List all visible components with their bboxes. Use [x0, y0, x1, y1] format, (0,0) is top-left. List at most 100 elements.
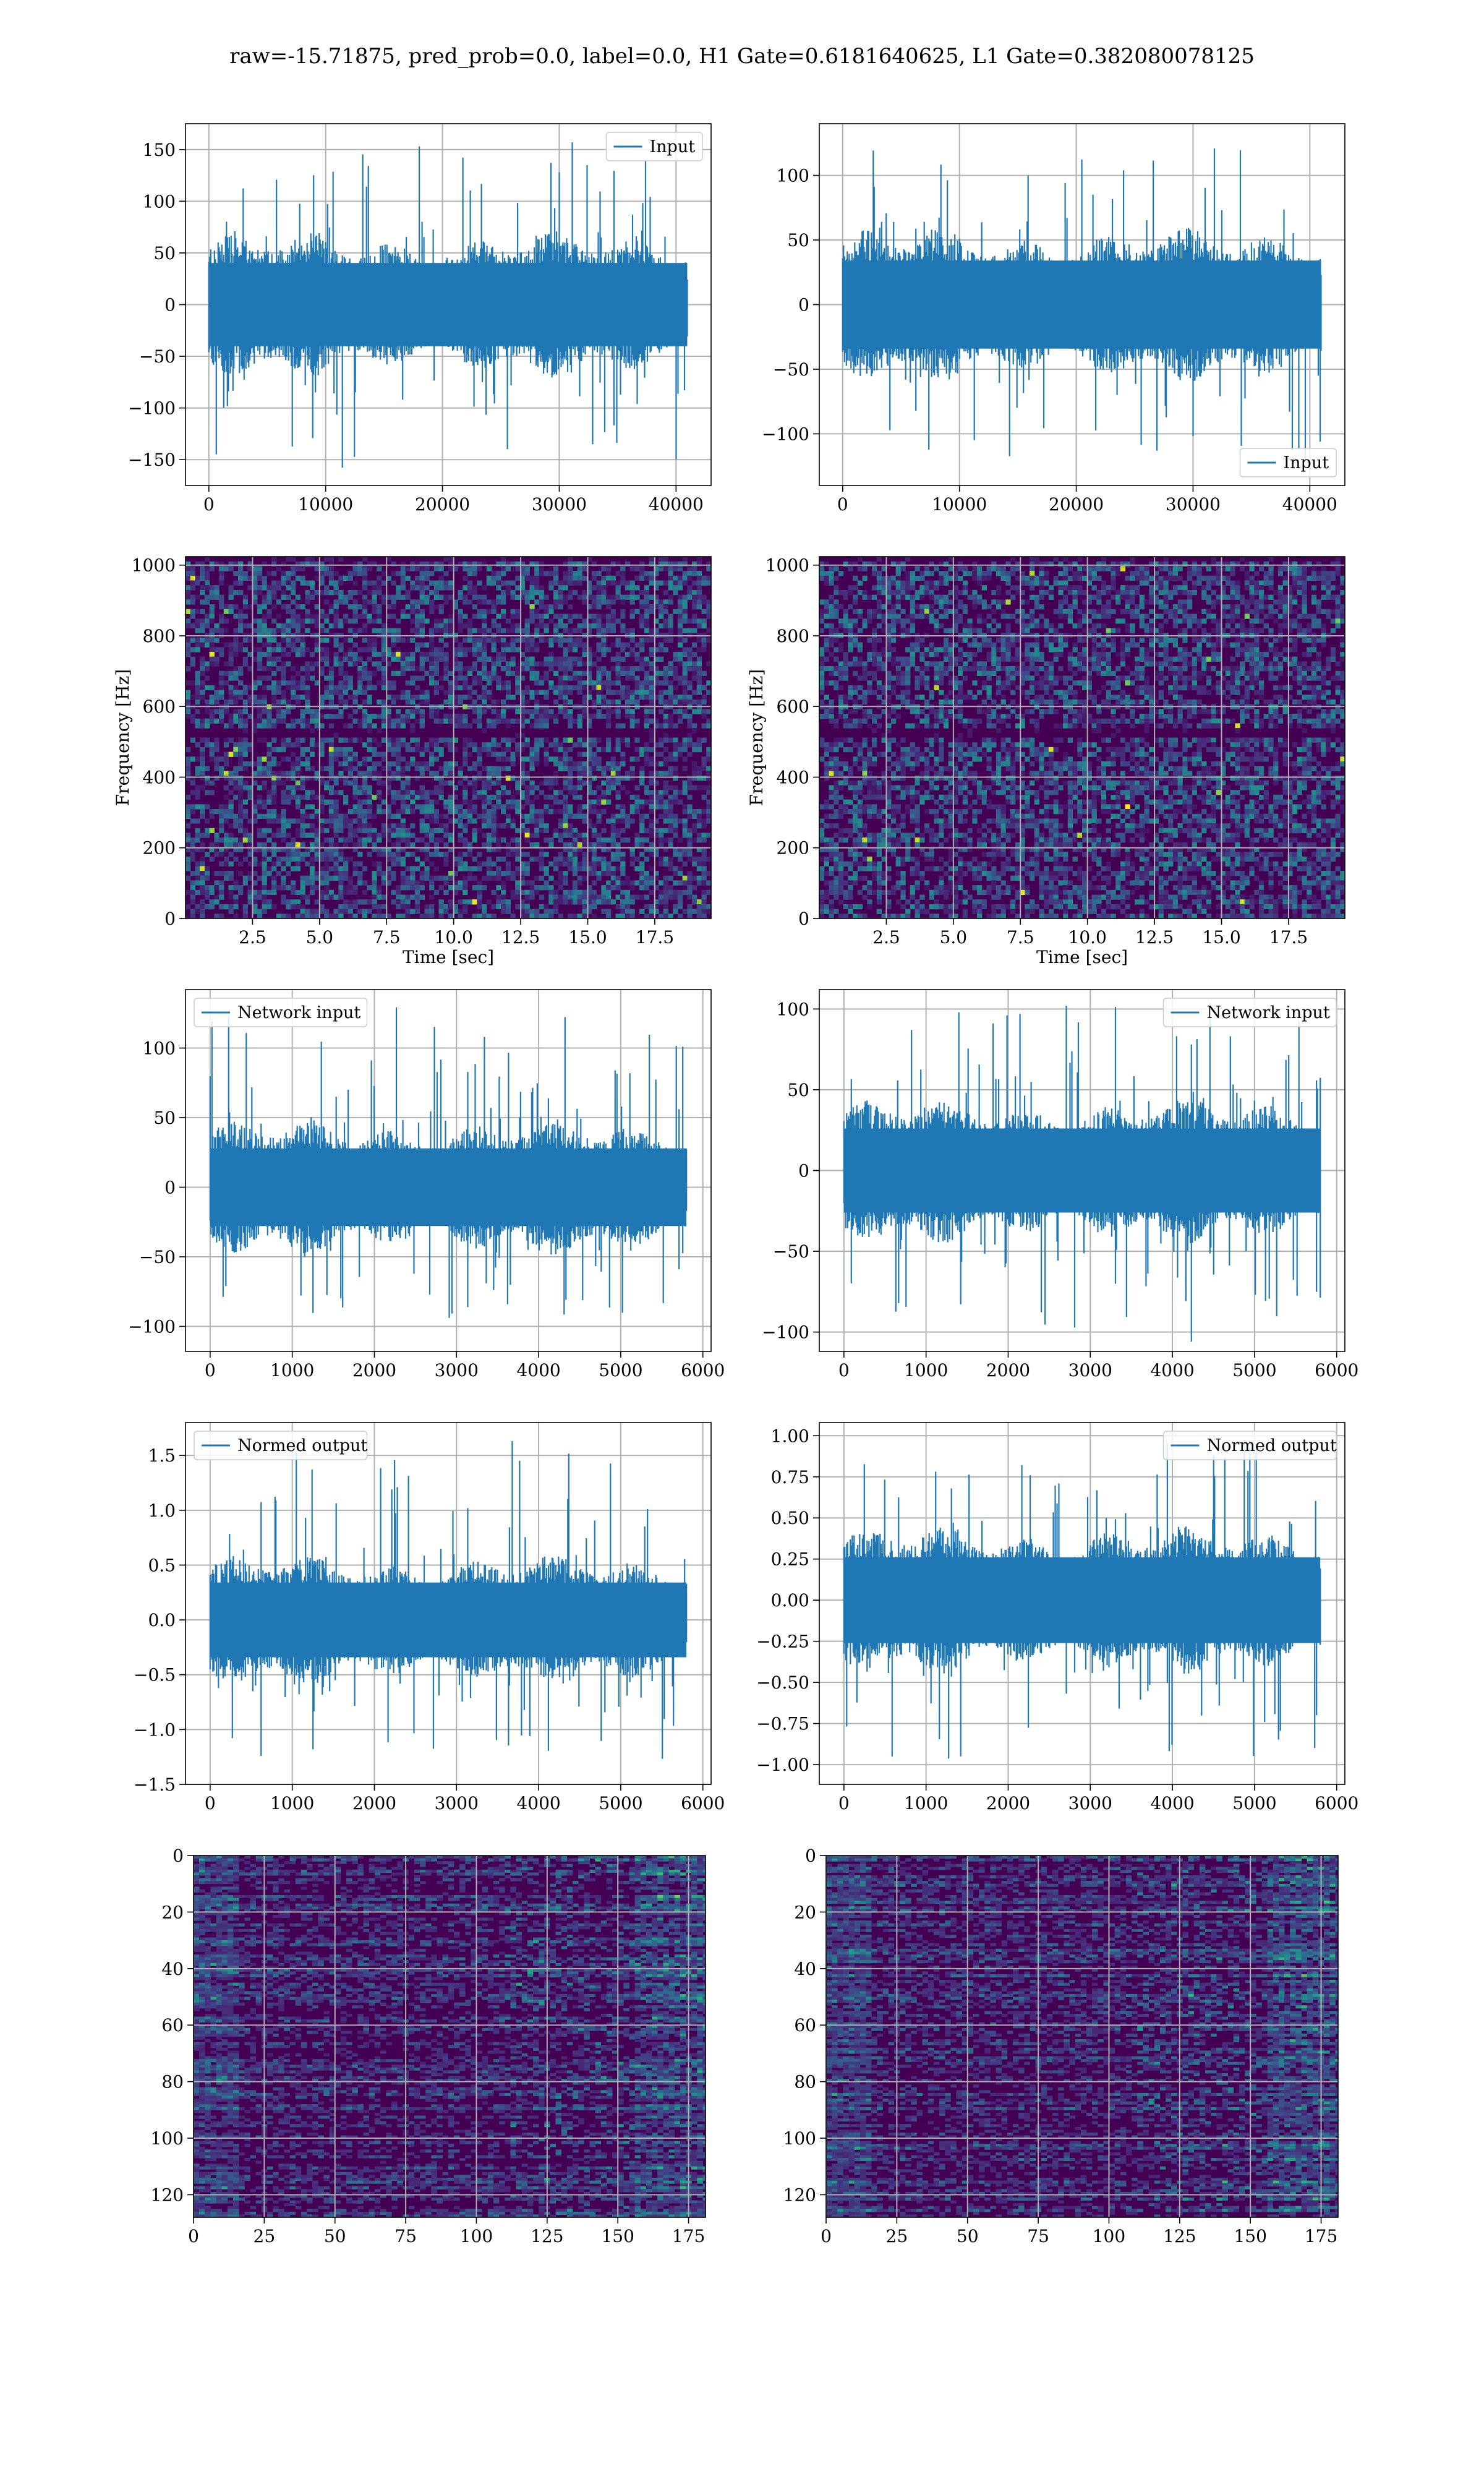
l1-feature-map-xtick-label: 25: [886, 2226, 908, 2246]
h1-network-input-xtick-label: 5000: [599, 1360, 642, 1380]
h1-network-input-ytick-label: 100: [143, 1038, 176, 1059]
h1-normed-output-xtick-label: 1000: [270, 1793, 314, 1813]
l1-spectrogram-xlabel: Time [sec]: [1036, 947, 1128, 967]
l1-input-legend-label: Input: [1284, 453, 1329, 473]
l1-network-input-xtick-label: 3000: [1068, 1360, 1112, 1380]
h1-spectrogram-ytick-label: 600: [143, 696, 176, 717]
l1-normed-output-xtick-label: 6000: [1315, 1793, 1358, 1813]
h1-input-ytick-label: −50: [139, 346, 176, 367]
l1-spectrogram-spine: [819, 556, 1345, 919]
l1-spectrogram-image: [819, 557, 1345, 918]
l1-input-xtick-label: 10000: [932, 494, 987, 515]
h1-network-input-ytick-label: −100: [128, 1317, 176, 1337]
h1-normed-output-xtick-label: 0: [205, 1793, 216, 1813]
l1-feature-map-xtick-label: 50: [957, 2226, 979, 2246]
l1-feature-map-spine: [825, 1855, 1339, 2218]
l1-network-input-xtick-label: 2000: [986, 1360, 1030, 1380]
l1-feature-map-ytick-label: 40: [794, 1959, 816, 1979]
h1-normed-output-ytick-label: 1.5: [148, 1445, 176, 1466]
h1-input-series-core: [208, 263, 688, 346]
l1-network-input-ytick-label: −100: [762, 1322, 809, 1343]
l1-network-input-ytick-label: 50: [787, 1080, 809, 1100]
l1-normed-output-legend: Normed output: [1162, 1431, 1337, 1460]
h1-normed-output-xtick-label: 3000: [435, 1793, 479, 1813]
l1-feature-map-xtick-label: 0: [821, 2226, 832, 2246]
h1-input-xtick-label: 0: [203, 494, 215, 515]
l1-normed-output-xtick-label: 4000: [1150, 1793, 1194, 1813]
h1-feature-map-spine: [193, 1855, 706, 2218]
h1-normed-output-ytick-label: 0.5: [148, 1555, 176, 1575]
h1-input-ytick-label: 150: [143, 140, 176, 160]
l1-feature-map-panel: 0 25 50 75 100 125 150 175 0 20 40 60 80 100 120: [783, 1846, 1339, 2246]
h1-input-xtick-label: 10000: [298, 494, 353, 515]
l1-normed-output-ytick-label: 1.00: [771, 1426, 809, 1446]
l1-normed-output-ytick-label: 0.00: [771, 1590, 809, 1611]
h1-normed-output-ytick-label: −1.0: [134, 1719, 176, 1740]
h1-normed-output-ytick-label: 1.0: [148, 1500, 176, 1521]
l1-normed-output-xtick-label: 0: [838, 1793, 850, 1813]
h1-network-input-xtick-label: 1000: [270, 1360, 314, 1380]
h1-network-input-legend-label: Network input: [237, 1003, 360, 1022]
h1-input-ytick-label: −100: [128, 398, 176, 419]
h1-spectrogram-xtick-label: 12.5: [501, 927, 540, 948]
l1-input-xtick-label: 0: [837, 494, 848, 515]
l1-network-input-ytick-label: −50: [773, 1241, 809, 1262]
h1-spectrogram-ytick-label: 1000: [132, 555, 176, 576]
h1-spectrogram-panel: 2.5 5.0 7.5 10.0 12.5 15.0 17.5 0 200 400 600 800 10…: [113, 555, 712, 967]
l1-normed-output-legend-label: Normed output: [1207, 1436, 1337, 1455]
h1-spectrogram-xtick-label: 17.5: [636, 927, 674, 948]
h1-normed-output-series-core: [210, 1582, 687, 1658]
l1-input-xtick-label: 30000: [1166, 494, 1221, 515]
l1-spectrogram-xtick-label: 17.5: [1269, 927, 1308, 948]
h1-normed-output-panel: 0 1000 2000 3000 4000 5000 6000 −1.5 −1.0 −0.5 0.0…: [134, 1422, 725, 1813]
h1-feature-map-xtick-label: 75: [394, 2226, 417, 2246]
h1-feature-map-ytick-label: 100: [151, 2128, 184, 2149]
l1-spectrogram-ytick-label: 1000: [765, 555, 809, 576]
h1-network-input-xtick-label: 6000: [681, 1360, 725, 1380]
h1-spectrogram-ytick-label: 0: [164, 909, 176, 929]
l1-spectrogram-ytick-label: 800: [777, 626, 809, 646]
h1-normed-output-ytick-label: 0.0: [148, 1610, 176, 1630]
l1-spectrogram-panel: 2.5 5.0 7.5 10.0 12.5 15.0 17.5 0 200 400 600 800 10…: [746, 555, 1345, 967]
h1-normed-output-xtick-label: 6000: [681, 1793, 725, 1813]
l1-spectrogram-ytick-label: 600: [777, 696, 809, 717]
h1-input-ytick-label: 50: [153, 243, 176, 263]
h1-spectrogram-xtick-label: 2.5: [239, 927, 267, 948]
l1-feature-map-ytick-label: 0: [805, 1846, 816, 1866]
h1-input-ytick-label: 0: [164, 295, 176, 315]
h1-network-input-ytick-label: 0: [164, 1178, 176, 1198]
h1-feature-map-ytick-label: 60: [161, 2015, 184, 2035]
h1-feature-map-ytick-label: 0: [173, 1846, 184, 1866]
l1-network-input-legend-label: Network input: [1207, 1003, 1330, 1022]
l1-input-ytick-label: −100: [762, 424, 809, 444]
l1-input-series-core: [842, 260, 1321, 349]
l1-input-ytick-label: 50: [787, 230, 809, 250]
l1-spectrogram-xtick-label: 10.0: [1068, 927, 1107, 948]
h1-network-input-legend: Network input: [194, 998, 368, 1027]
h1-feature-map-ytick-label: 120: [151, 2185, 184, 2205]
l1-normed-output-ytick-label: 0.50: [771, 1508, 809, 1528]
l1-network-input-ytick-label: 100: [777, 999, 809, 1019]
h1-input-ytick-label: −150: [128, 450, 176, 470]
l1-network-input-xtick-label: 6000: [1315, 1360, 1358, 1380]
h1-normed-output-ytick-label: −0.5: [134, 1665, 176, 1685]
h1-spectrogram-ytick-label: 800: [143, 626, 176, 646]
l1-input-ytick-label: 0: [798, 295, 809, 315]
l1-normed-output-ytick-label: 0.75: [771, 1467, 809, 1487]
h1-feature-map-xtick-label: 25: [254, 2226, 276, 2246]
h1-network-input-ytick-label: −50: [139, 1247, 176, 1267]
h1-spectrogram-xtick-label: 7.5: [373, 927, 401, 948]
h1-normed-output-xtick-label: 5000: [599, 1793, 642, 1813]
h1-input-xtick-label: 30000: [532, 494, 587, 515]
l1-network-input-panel: 0 1000 2000 3000 4000 5000 6000 −100 −50 0 50 100 Ne…: [762, 989, 1358, 1380]
h1-feature-map-xtick-label: 0: [188, 2226, 199, 2246]
h1-spectrogram-xtick-label: 10.0: [435, 927, 473, 948]
h1-spectrogram-spine: [185, 556, 712, 919]
h1-feature-map-image: [194, 1856, 706, 2217]
l1-feature-map-ytick-label: 80: [794, 2072, 816, 2092]
h1-feature-map-ytick-label: 40: [161, 1959, 184, 1979]
h1-input-legend: Input: [605, 132, 703, 161]
l1-spectrogram-ylabel: Frequency [Hz]: [746, 669, 767, 806]
l1-network-input-xtick-label: 5000: [1232, 1360, 1276, 1380]
h1-normed-output-legend: Normed output: [194, 1431, 367, 1460]
